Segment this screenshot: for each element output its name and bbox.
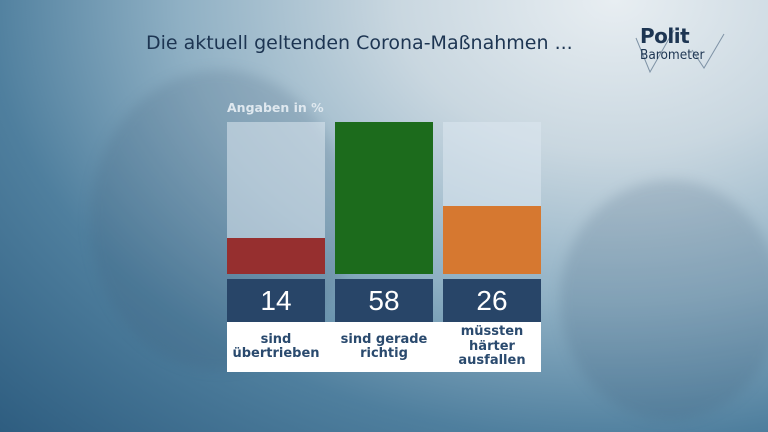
category-label-2: sind gerade richtig <box>340 331 428 361</box>
bar-track <box>335 122 433 274</box>
value-box: 58 <box>335 279 433 322</box>
logo-polit: Polit <box>640 24 690 48</box>
logo-barometer: Barometer <box>640 47 705 63</box>
chart-title: Die aktuell geltenden Corona-Maßnahmen .… <box>146 32 573 54</box>
bar-sind-gerade-richtig <box>335 122 433 274</box>
value-box: 14 <box>227 279 325 322</box>
unit-label: Angaben in % <box>227 100 324 115</box>
value-box: 26 <box>443 279 541 322</box>
category-label-3: müssten härter ausfallen <box>458 324 526 369</box>
bar-muessten-haerter-ausfallen <box>443 206 541 274</box>
category-label-1: sind übertrieben <box>232 331 320 361</box>
bar-sind-uebertrieben <box>227 238 325 274</box>
virus-background-shape <box>560 180 768 420</box>
category-labels: sind übertrieben sind gerade richtig müsst… <box>227 322 541 372</box>
checkmark-icon <box>635 29 725 74</box>
politbarometer-logo: Polit Barometer <box>634 24 734 74</box>
bar-track <box>227 122 325 274</box>
bar-track <box>443 122 541 274</box>
